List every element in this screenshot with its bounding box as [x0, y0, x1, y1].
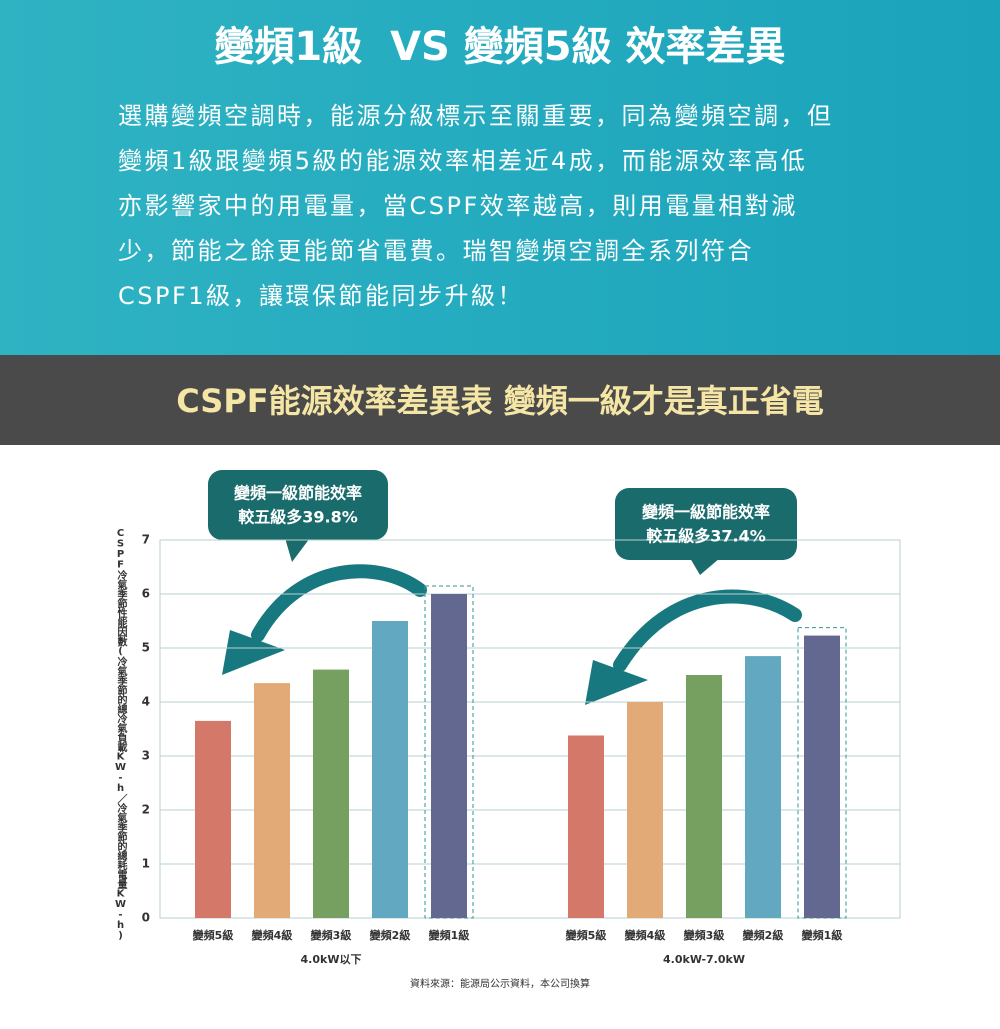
header-bg — [0, 0, 1000, 355]
y-tick-label: 0 — [142, 911, 150, 925]
bar — [254, 683, 290, 918]
x-tick-label: 變頻1級 — [802, 928, 843, 942]
x-tick-label: 變頻3級 — [684, 928, 725, 942]
y-tick-label: 1 — [142, 857, 150, 871]
arrow-head — [585, 660, 648, 705]
callout — [615, 488, 797, 560]
y-tick-label: 7 — [142, 533, 150, 547]
callout-pointer — [285, 538, 310, 562]
callout-text: 較五級多37.4% — [646, 527, 766, 546]
x-tick-label: 變頻1級 — [429, 928, 470, 942]
banner-bg — [0, 355, 1000, 445]
group-label: 4.0kW以下 — [301, 953, 362, 966]
title: 變頻1級 VS 變頻5級 效率差異 — [214, 24, 786, 70]
bar — [804, 635, 840, 918]
bar — [313, 669, 349, 918]
x-tick-label: 變頻3級 — [311, 928, 352, 942]
body-line: 亦影響家中的用電量，當CSPF效率越高，則用電量相對減 — [118, 192, 798, 220]
bar — [686, 675, 722, 918]
arrows — [251, 564, 802, 672]
x-tick-label: 變頻4級 — [252, 928, 293, 942]
body-line: 少，節能之餘更能節省電費。瑞智變頻空調全系列符合 — [118, 237, 754, 265]
callout-text: 較五級多39.8% — [238, 508, 358, 527]
bar — [568, 735, 604, 918]
x-tick-label: 變頻5級 — [193, 928, 234, 942]
arrow-head — [222, 630, 285, 675]
banner: CSPF能源效率差異表 變頻一級才是真正省電 — [176, 382, 824, 420]
highlight — [797, 627, 847, 919]
arrow — [613, 589, 802, 672]
x-tick-label: 變頻2級 — [743, 928, 784, 942]
y-tick-label: 6 — [142, 587, 150, 601]
x-tick-label: 變頻4級 — [625, 928, 666, 942]
callout-text: 變頻一級節能效率 — [234, 484, 362, 503]
body-line: 選購變頻空調時，能源分級標示至關重要，同為變頻空調，但 — [118, 102, 834, 130]
callout-text: 變頻一級節能效率 — [642, 503, 770, 522]
bar — [431, 594, 467, 918]
group-label: 4.0kW-7.0kW — [663, 953, 745, 966]
y-tick-label: 4 — [142, 695, 150, 709]
y-tick-label: 5 — [142, 641, 150, 655]
bar — [372, 621, 408, 918]
callout-pointer — [690, 558, 720, 575]
bar — [195, 720, 231, 918]
y-tick-label: 3 — [142, 749, 150, 763]
callout — [208, 470, 388, 540]
source-note: 資料來源：能源局公示資料，本公司換算 — [410, 977, 590, 990]
highlight — [424, 585, 474, 919]
body-line: CSPF1級，讓環保節能同步升級！ — [118, 282, 525, 310]
x-tick-label: 變頻2級 — [370, 928, 411, 942]
y-axis-label: CSPF冷氣季節性能因數(冷氣季節的總冷氣負載KW-h／冷氣季節的總耗電量KW-… — [115, 528, 126, 941]
bar — [627, 702, 663, 918]
y-tick-label: 2 — [142, 803, 150, 817]
x-tick-label: 變頻5級 — [566, 928, 607, 942]
arrow — [251, 564, 427, 642]
bar — [745, 656, 781, 918]
body-line: 變頻1級跟變頻5級的能源效率相差近4成，而能源效率高低 — [118, 147, 808, 175]
